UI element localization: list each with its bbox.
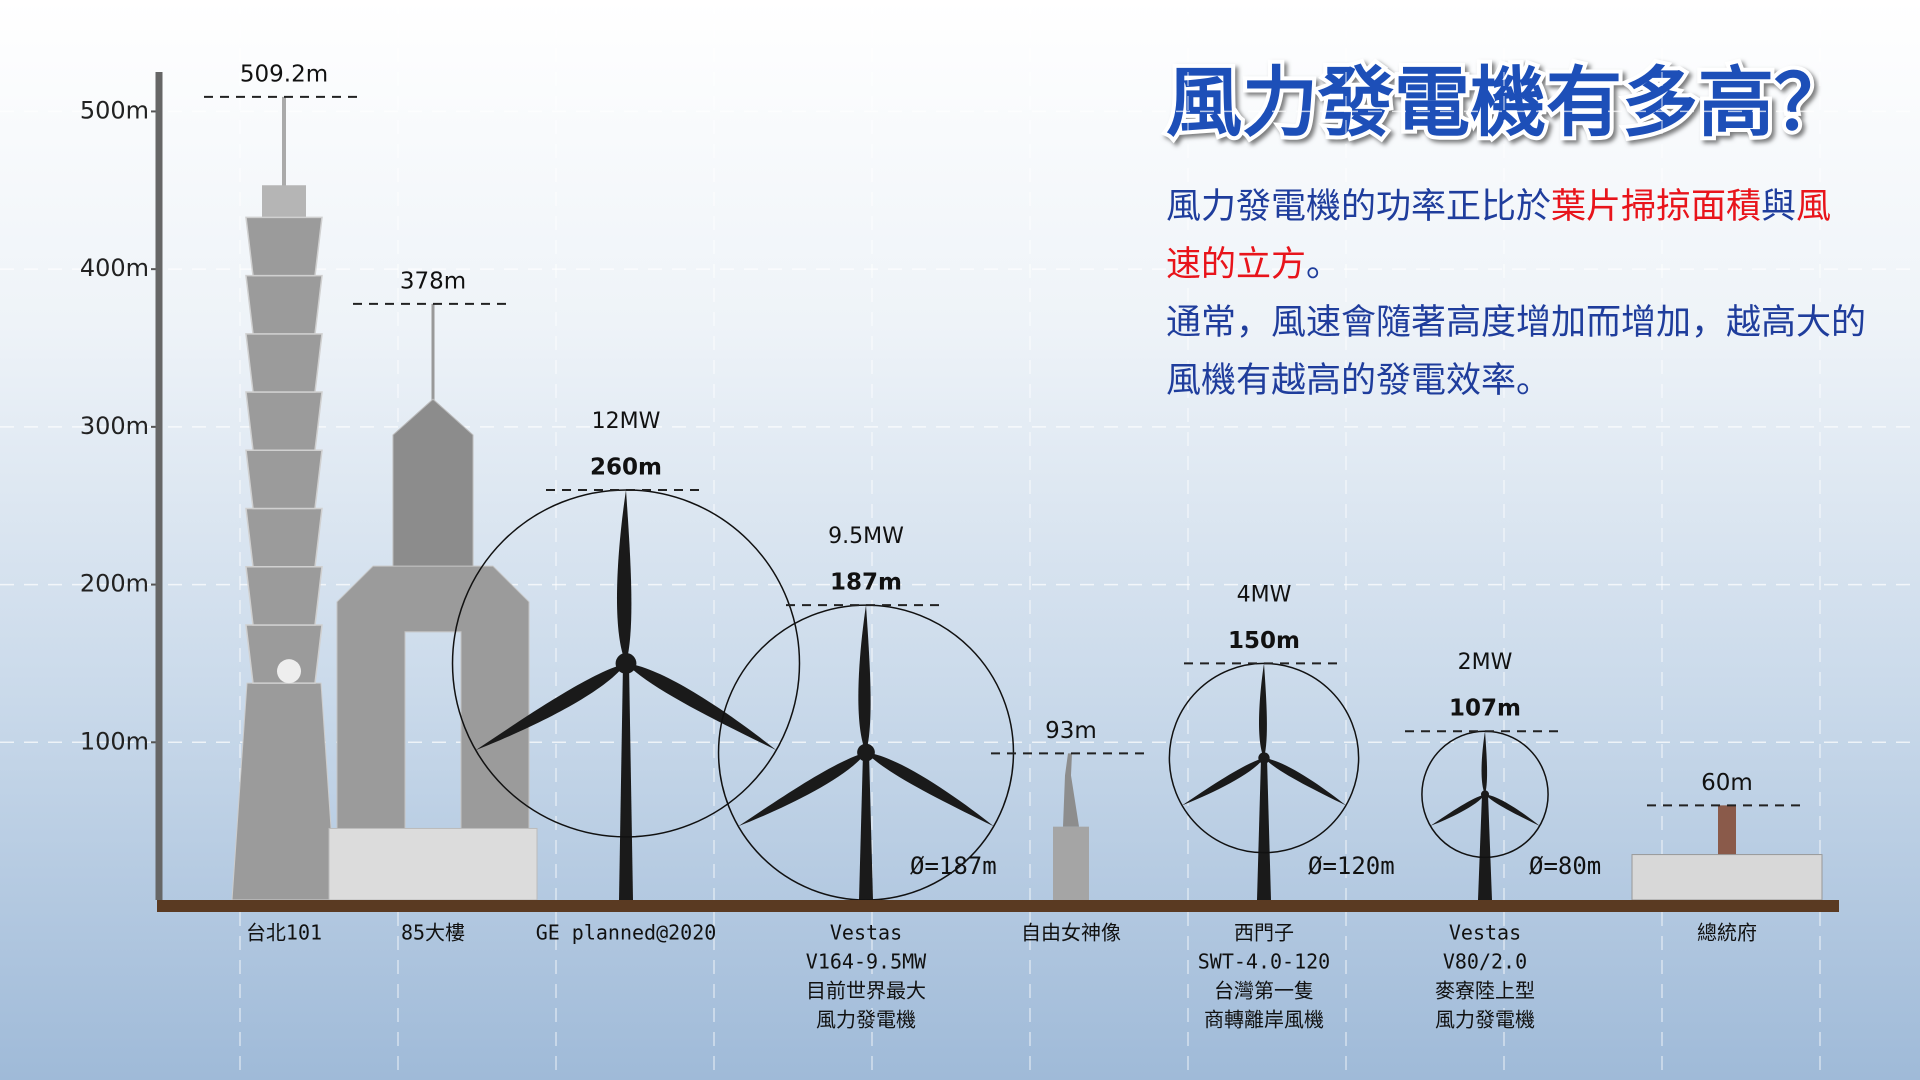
description-text: 。 bbox=[1306, 245, 1342, 285]
tower-85 bbox=[328, 303, 538, 901]
category-label: 風力發電機 bbox=[1435, 1008, 1535, 1032]
category-label: 台北101 bbox=[246, 921, 322, 945]
y-tick-label: 200m bbox=[80, 570, 149, 598]
figure bbox=[1063, 753, 1079, 827]
y-tick-label: 400m bbox=[80, 254, 149, 282]
category-label: 總統府 bbox=[1697, 921, 1757, 945]
blade bbox=[1182, 758, 1264, 806]
blade bbox=[616, 489, 632, 664]
blade bbox=[475, 663, 626, 751]
segment bbox=[245, 274, 323, 335]
value-label: 93m bbox=[1045, 718, 1097, 744]
value-label: 150m bbox=[1228, 628, 1300, 654]
value-label: 107m bbox=[1449, 696, 1521, 722]
category-label: 目前世界最大 bbox=[806, 979, 926, 1003]
category-label: V164-9.5MW bbox=[806, 950, 927, 974]
hub bbox=[857, 743, 875, 762]
hub bbox=[1258, 752, 1270, 764]
segment bbox=[245, 333, 323, 393]
pedestal bbox=[1053, 826, 1089, 900]
blade bbox=[858, 605, 871, 753]
shoulders bbox=[336, 565, 530, 829]
blade bbox=[1481, 731, 1488, 795]
value-label: 378m bbox=[400, 268, 466, 294]
category-label: SWT-4.0-120 bbox=[1198, 950, 1330, 974]
description: 風力發電機的功率正比於葉片掃掠面積與風速的立方。 通常，風速會隨著高度增加而增加，… bbox=[1166, 178, 1866, 410]
blade bbox=[626, 663, 777, 751]
segment bbox=[245, 565, 323, 626]
description-text: 葉片掃掠面積 bbox=[1551, 187, 1762, 227]
podium bbox=[328, 827, 538, 901]
ground bbox=[157, 900, 1839, 912]
description-text: 與 bbox=[1761, 187, 1797, 227]
category-label: Vestas bbox=[1449, 921, 1521, 945]
category-label: 商轉離岸風機 bbox=[1204, 1008, 1324, 1032]
rotor-diameter-label: Ø=120m bbox=[1308, 852, 1395, 880]
blade bbox=[1485, 794, 1540, 826]
hub bbox=[615, 653, 637, 674]
category-label: 台灣第一隻 bbox=[1214, 979, 1314, 1003]
hub bbox=[1481, 790, 1489, 799]
segment bbox=[245, 216, 323, 277]
description-paragraph: 通常，風速會隨著高度增加而增加，越高大的風機有越高的發電效率。 bbox=[1166, 294, 1866, 410]
turbine-tower bbox=[1257, 758, 1271, 900]
statue bbox=[1053, 753, 1089, 900]
category-label: 麥寮陸上型 bbox=[1435, 979, 1535, 1003]
chart-title: 風力發電機有多高？ bbox=[1166, 58, 1850, 147]
blade bbox=[1430, 794, 1485, 826]
segment bbox=[245, 507, 323, 568]
description-text: 風力發電機的功率正比於 bbox=[1166, 187, 1552, 227]
category-label: 西門子 bbox=[1234, 921, 1294, 945]
value-label: 60m bbox=[1701, 770, 1753, 796]
disc bbox=[277, 659, 301, 684]
y-tick-label: 500m bbox=[80, 96, 149, 124]
y-tick-label: 300m bbox=[80, 412, 149, 440]
wing bbox=[1631, 854, 1823, 901]
power-label: 12MW bbox=[592, 409, 661, 434]
value-label: 260m bbox=[590, 454, 662, 480]
taipei-101 bbox=[231, 96, 337, 901]
power-label: 4MW bbox=[1237, 582, 1292, 607]
segment bbox=[245, 624, 323, 684]
description-paragraph: 風力發電機的功率正比於葉片掃掠面積與風速的立方。 bbox=[1166, 178, 1866, 294]
description-text: 通常，風速會隨著高度增加而增加，越高大的風機有越高的發電效率。 bbox=[1166, 303, 1867, 401]
rotor-diameter-label: Ø=80m bbox=[1529, 852, 1601, 880]
base bbox=[231, 682, 337, 901]
category-label: V80/2.0 bbox=[1443, 950, 1527, 974]
turbine-tower bbox=[1478, 794, 1492, 900]
description-text: 風速的立方 bbox=[1166, 187, 1832, 285]
category-label: 自由女神像 bbox=[1021, 921, 1121, 945]
category-label: 風力發電機 bbox=[816, 1008, 916, 1032]
y-tick-label: 100m bbox=[80, 727, 149, 755]
segment bbox=[245, 391, 323, 452]
segment bbox=[245, 449, 323, 510]
blade bbox=[1259, 663, 1267, 759]
category-label: 85大樓 bbox=[401, 921, 465, 945]
power-label: 2MW bbox=[1458, 650, 1513, 675]
presidential-building bbox=[1631, 805, 1823, 901]
blade bbox=[738, 752, 866, 827]
rotor-diameter-label: Ø=187m bbox=[910, 852, 997, 880]
category-label: GE planned@2020 bbox=[536, 921, 717, 945]
category-label: Vestas bbox=[830, 921, 902, 945]
turbine-tower bbox=[859, 752, 873, 900]
crown bbox=[262, 185, 306, 218]
value-label: 509.2m bbox=[240, 61, 328, 87]
blade bbox=[866, 752, 994, 827]
value-label: 187m bbox=[830, 570, 902, 596]
blade bbox=[1264, 758, 1346, 806]
turbine-tower bbox=[619, 663, 633, 900]
power-label: 9.5MW bbox=[828, 524, 904, 549]
